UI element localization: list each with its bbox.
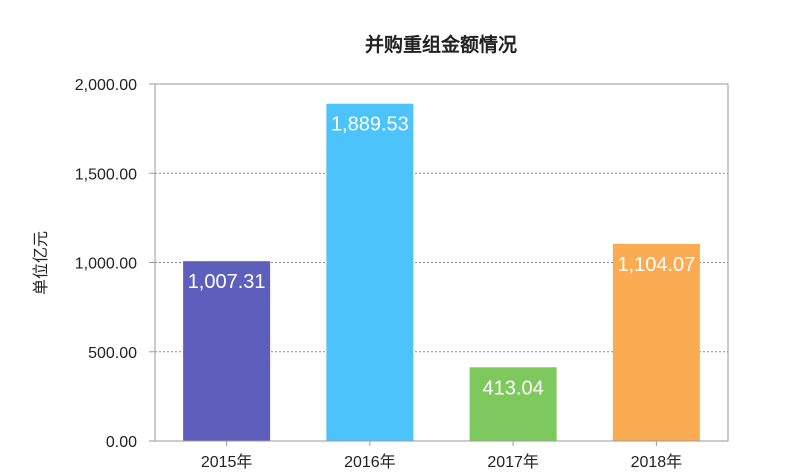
bar-value-label: 413.04 [483,377,544,399]
bar-value-label: 1,007.31 [188,271,266,293]
y-tick-label: 1,500.00 [75,166,137,183]
y-tick-label: 2,000.00 [75,77,137,94]
bars: 1,007.31 1,889.53 413.04 1,104.07 [183,103,700,441]
bar [326,103,414,441]
y-tick-label: 500.00 [88,345,137,362]
bar-value-label: 1,889.53 [331,114,409,136]
bar-value-label: 1,104.07 [617,254,695,276]
x-tick-label: 2015年 [201,453,253,471]
y-axis-label: 单位亿元 [32,231,50,295]
y-tick-label: 0.00 [106,434,137,451]
x-tick-label: 2018年 [631,453,683,471]
x-tick-label: 2017年 [487,453,539,471]
y-tick-label: 1,000.00 [75,256,137,273]
x-tick-label: 2016年 [344,453,396,471]
bar [183,261,271,441]
bar [469,367,557,441]
chart-title: 并购重组金额情况 [365,33,517,56]
bar [612,243,700,441]
axes: 0.00 500.00 1,000.00 1,500.00 2,000.00 2015年 2… [75,77,729,471]
